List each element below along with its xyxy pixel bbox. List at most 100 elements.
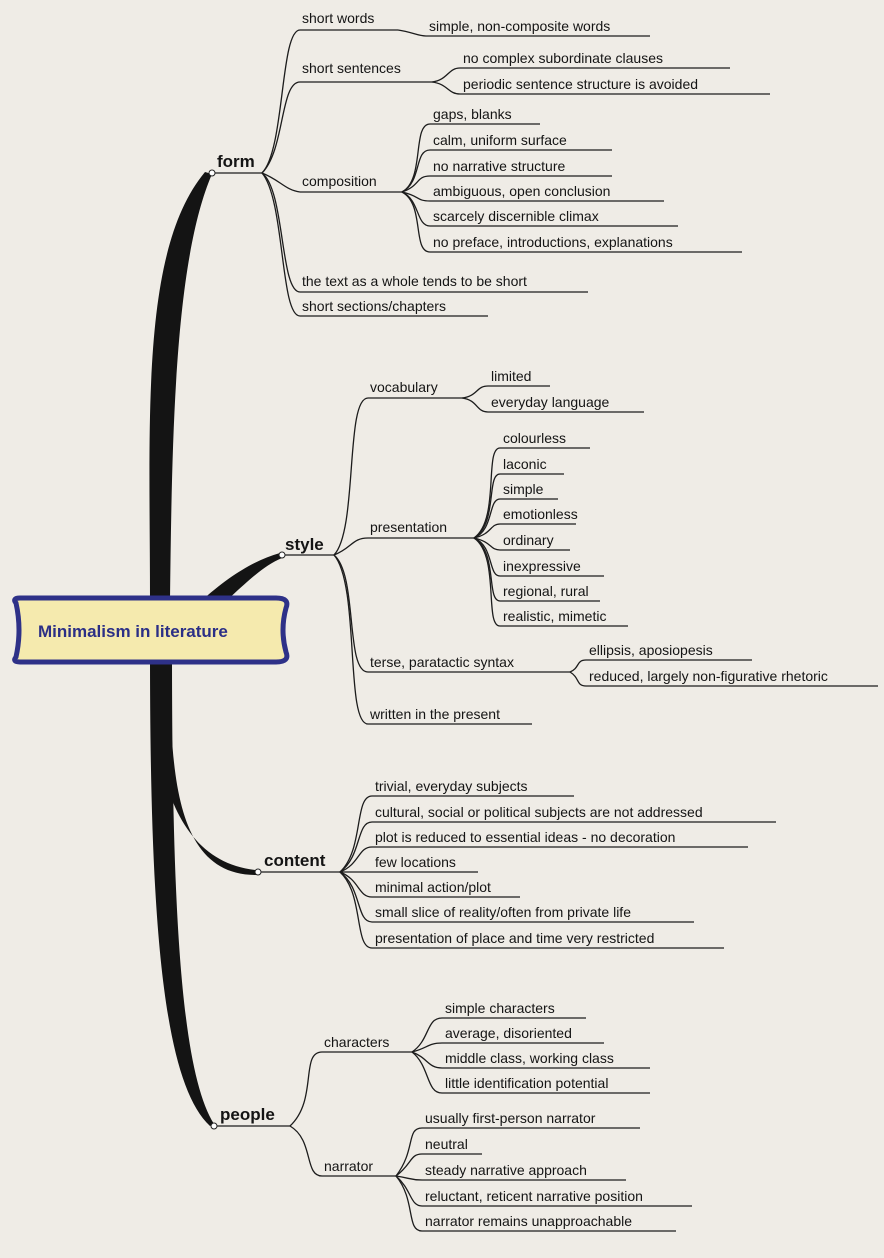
short-sentences-label: short sentences: [302, 60, 401, 76]
trunk-form: [149, 172, 212, 600]
presentation-item-5: ordinary: [503, 532, 554, 548]
characters-item-3: middle class, working class: [445, 1050, 614, 1066]
short-sentences-connector-1: [431, 67, 461, 83]
presentation-connector-8: [473, 537, 501, 627]
syntax-connector-2: [569, 671, 587, 687]
people-label: people: [220, 1105, 275, 1124]
content-item-4: few locations: [375, 854, 456, 870]
narrator-item-2: neutral: [425, 1136, 468, 1152]
style-connector-4: [333, 554, 369, 725]
syntax-label: terse, paratactic syntax: [370, 654, 514, 670]
presentation-label: presentation: [370, 519, 447, 535]
presentation-connector-3: [473, 498, 501, 539]
characters-connector-3: [411, 1051, 443, 1069]
syntax-connector-1: [569, 659, 587, 673]
branch-style: style vocabulary limited everyday langua…: [278, 368, 878, 725]
composition-item-2: calm, uniform surface: [433, 132, 567, 148]
composition-connector-1: [401, 123, 431, 193]
form-connector-5: [261, 172, 301, 317]
presentation-item-6: inexpressive: [503, 558, 581, 574]
branch-form: form short words simple, non-composite w…: [208, 10, 770, 317]
text-short-label: the text as a whole tends to be short: [302, 273, 527, 289]
characters-item-2: average, disoriented: [445, 1025, 572, 1041]
presentation-item-7: regional, rural: [503, 583, 589, 599]
presentation-connector-7: [473, 537, 501, 602]
vocabulary-connector-2: [461, 397, 489, 413]
style-knot: [278, 551, 286, 559]
content-connector-1: [339, 795, 373, 873]
form-connector-1: [261, 29, 301, 174]
content-item-5: minimal action/plot: [375, 879, 491, 895]
presentation-item-3: simple: [503, 481, 544, 497]
branch-people: people characters simple characters aver…: [210, 1000, 692, 1232]
content-item-6: small slice of reality/often from privat…: [375, 904, 631, 920]
presentation-connector-1: [473, 447, 501, 539]
characters-connector-4: [411, 1051, 443, 1094]
form-knot: [208, 169, 216, 177]
content-item-2: cultural, social or political subjects a…: [375, 804, 703, 820]
vocabulary-item-1: limited: [491, 368, 531, 384]
content-connector-7: [339, 871, 373, 949]
content-connector-6: [339, 871, 373, 923]
content-knot: [254, 868, 262, 876]
content-item-3: plot is reduced to essential ideas - no …: [375, 829, 675, 845]
composition-connector-2: [401, 149, 431, 193]
composition-connector-3: [401, 175, 431, 193]
people-connector-2: [289, 1125, 323, 1177]
content-connector-3: [339, 846, 373, 873]
root-shape: [12, 595, 290, 665]
narrator-item-1: usually first-person narrator: [425, 1110, 596, 1126]
narrator-connector-1: [395, 1127, 423, 1177]
presentation-connector-2: [473, 473, 501, 539]
composition-label: composition: [302, 173, 377, 189]
content-item-7: presentation of place and time very rest…: [375, 930, 654, 946]
narrator-label: narrator: [324, 1158, 373, 1174]
presentation-connector-5: [473, 537, 501, 551]
composition-item-5: scarcely discernible climax: [433, 208, 599, 224]
short-words-label: short words: [302, 10, 374, 26]
vocabulary-label: vocabulary: [370, 379, 438, 395]
presentation-connector-4: [473, 523, 501, 539]
present-label: written in the present: [369, 706, 500, 722]
content-connector-2: [339, 821, 373, 873]
composition-connector-6: [401, 191, 431, 253]
form-connector-4: [261, 172, 301, 293]
root-label: Minimalism in literature: [38, 622, 228, 641]
characters-item-1: simple characters: [445, 1000, 555, 1016]
composition-item-4: ambiguous, open conclusion: [433, 183, 610, 199]
people-connector-1: [289, 1051, 323, 1127]
form-connector-3: [261, 172, 301, 193]
narrator-item-5: narrator remains unapproachable: [425, 1213, 632, 1229]
composition-connector-4: [401, 191, 431, 202]
syntax-item-2: reduced, largely non-figurative rhetoric: [589, 668, 828, 684]
narrator-item-3: steady narrative approach: [425, 1162, 587, 1178]
short-words-connector: [397, 29, 427, 37]
presentation-item-1: colourless: [503, 430, 566, 446]
root-node: Minimalism in literature: [12, 595, 290, 665]
short-words-item: simple, non-composite words: [429, 18, 610, 34]
syntax-item-1: ellipsis, aposiopesis: [589, 642, 713, 658]
content-connector-5: [339, 871, 373, 898]
style-connector-3: [333, 554, 369, 673]
vocabulary-item-2: everyday language: [491, 394, 610, 410]
presentation-item-8: realistic, mimetic: [503, 608, 606, 624]
people-knot: [210, 1122, 218, 1130]
form-connector-2: [261, 81, 301, 174]
composition-item-3: no narrative structure: [433, 158, 565, 174]
trunk-people: [150, 650, 214, 1126]
style-connector-1: [333, 397, 369, 556]
characters-connector-1: [411, 1017, 443, 1053]
form-label: form: [217, 152, 255, 171]
characters-item-4: little identification potential: [445, 1075, 608, 1091]
characters-label: characters: [324, 1034, 389, 1050]
content-label: content: [264, 851, 326, 870]
short-sections-label: short sections/chapters: [302, 298, 446, 314]
short-sentences-connector-2: [431, 81, 461, 95]
presentation-item-4: emotionless: [503, 506, 578, 522]
narrator-connector-3: [395, 1175, 423, 1181]
style-label: style: [285, 535, 324, 554]
composition-item-6: no preface, introductions, explanations: [433, 234, 673, 250]
short-sentences-item-1: no complex subordinate clauses: [463, 50, 663, 66]
presentation-item-2: laconic: [503, 456, 547, 472]
